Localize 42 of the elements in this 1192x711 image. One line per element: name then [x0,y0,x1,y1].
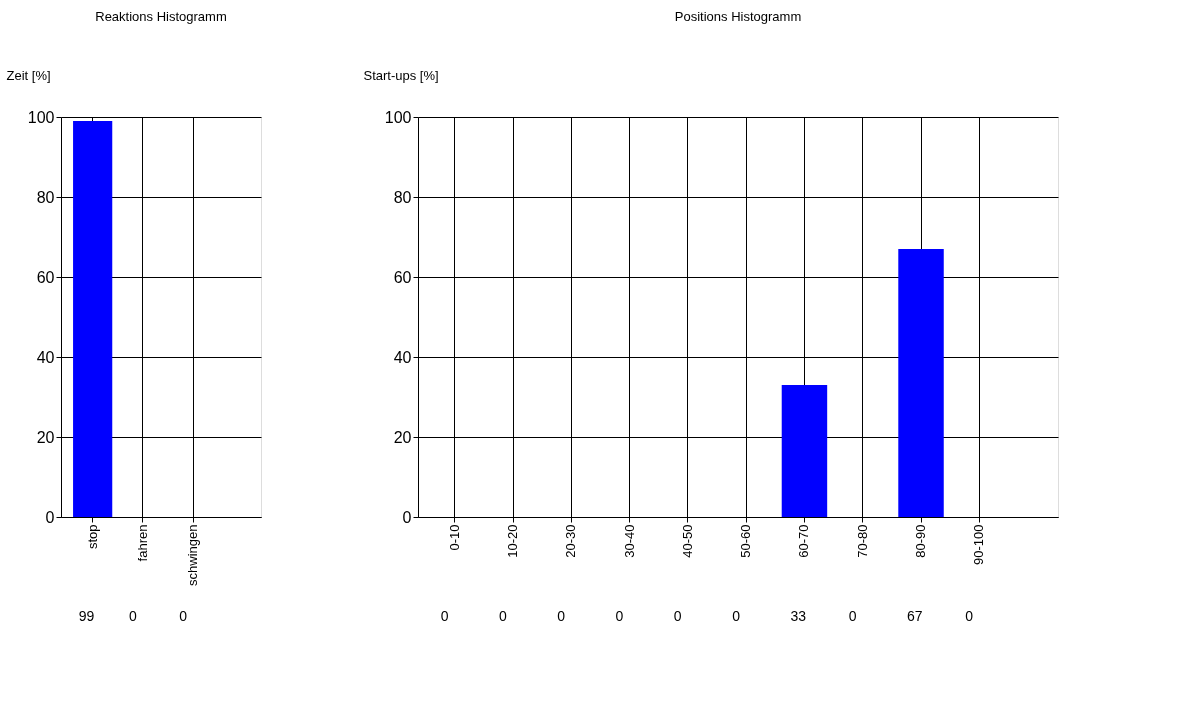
x-tick-label: 40-50 [679,524,695,558]
data-label: 0 [732,608,741,624]
y-tick-label: 0 [402,508,412,526]
data-label: 99 [78,608,95,624]
data-label: 0 [440,608,449,624]
x-tick-label: 20-30 [563,524,579,558]
x-tick-label: 90-100 [971,524,987,565]
y-tick-label: 100 [384,108,412,126]
y-tick-label: 0 [45,508,55,526]
x-tick-label: schwingen [185,524,201,586]
y-tick-label: 80 [36,188,55,206]
x-tick-label: 80-90 [913,524,929,558]
x-tick-label: 0-10 [446,524,462,551]
chart-title: Positions Histogramm [674,9,802,24]
data-label: 33 [790,608,807,624]
data-label: 67 [907,608,923,624]
x-tick-label: 60-70 [796,524,812,558]
data-label: 0 [848,608,857,624]
y-tick-label: 100 [27,108,55,126]
x-tick-label: 30-40 [621,524,637,558]
data-label: 0 [673,608,682,624]
data-label: 0 [615,608,624,624]
y-axis-title: Start-ups [%] [363,67,439,83]
y-tick-label: 60 [36,268,55,286]
x-tick-label: fahren [134,524,150,562]
y-tick-label: 60 [393,268,412,286]
y-axis-title: Zeit [%] [6,67,51,83]
x-tick-label: 70-80 [854,524,870,558]
x-tick-label: stop [84,524,100,550]
data-label: 0 [965,608,974,624]
data-label: 0 [128,608,137,624]
x-tick-label: 10-20 [505,524,521,558]
y-tick-label: 80 [393,188,412,206]
y-tick-label: 20 [393,428,412,446]
chart-title: Reaktions Histogramm [95,9,227,24]
y-tick-label: 20 [36,428,55,446]
data-label: 0 [557,608,566,624]
data-label: 0 [499,608,508,624]
y-tick-label: 40 [36,348,55,366]
x-tick-label: 50-60 [738,524,754,558]
y-tick-label: 40 [393,348,412,366]
data-label: 0 [179,608,188,624]
